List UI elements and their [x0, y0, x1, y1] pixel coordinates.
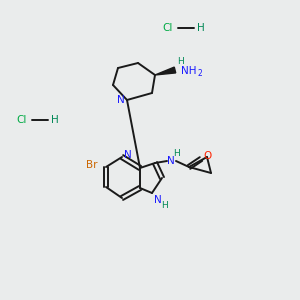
Text: NH: NH [181, 66, 197, 76]
Text: H: H [172, 149, 179, 158]
Text: Cl: Cl [163, 23, 173, 33]
Polygon shape [155, 67, 176, 75]
Text: H: H [162, 202, 168, 211]
Text: N: N [124, 150, 132, 160]
Text: N: N [167, 156, 175, 166]
Text: H: H [51, 115, 59, 125]
Text: Br: Br [86, 160, 98, 170]
Text: 2: 2 [198, 70, 203, 79]
Text: H: H [177, 58, 183, 67]
Text: H: H [197, 23, 205, 33]
Text: N: N [154, 195, 162, 205]
Text: N: N [117, 95, 125, 105]
Text: Cl: Cl [17, 115, 27, 125]
Text: O: O [204, 151, 212, 161]
